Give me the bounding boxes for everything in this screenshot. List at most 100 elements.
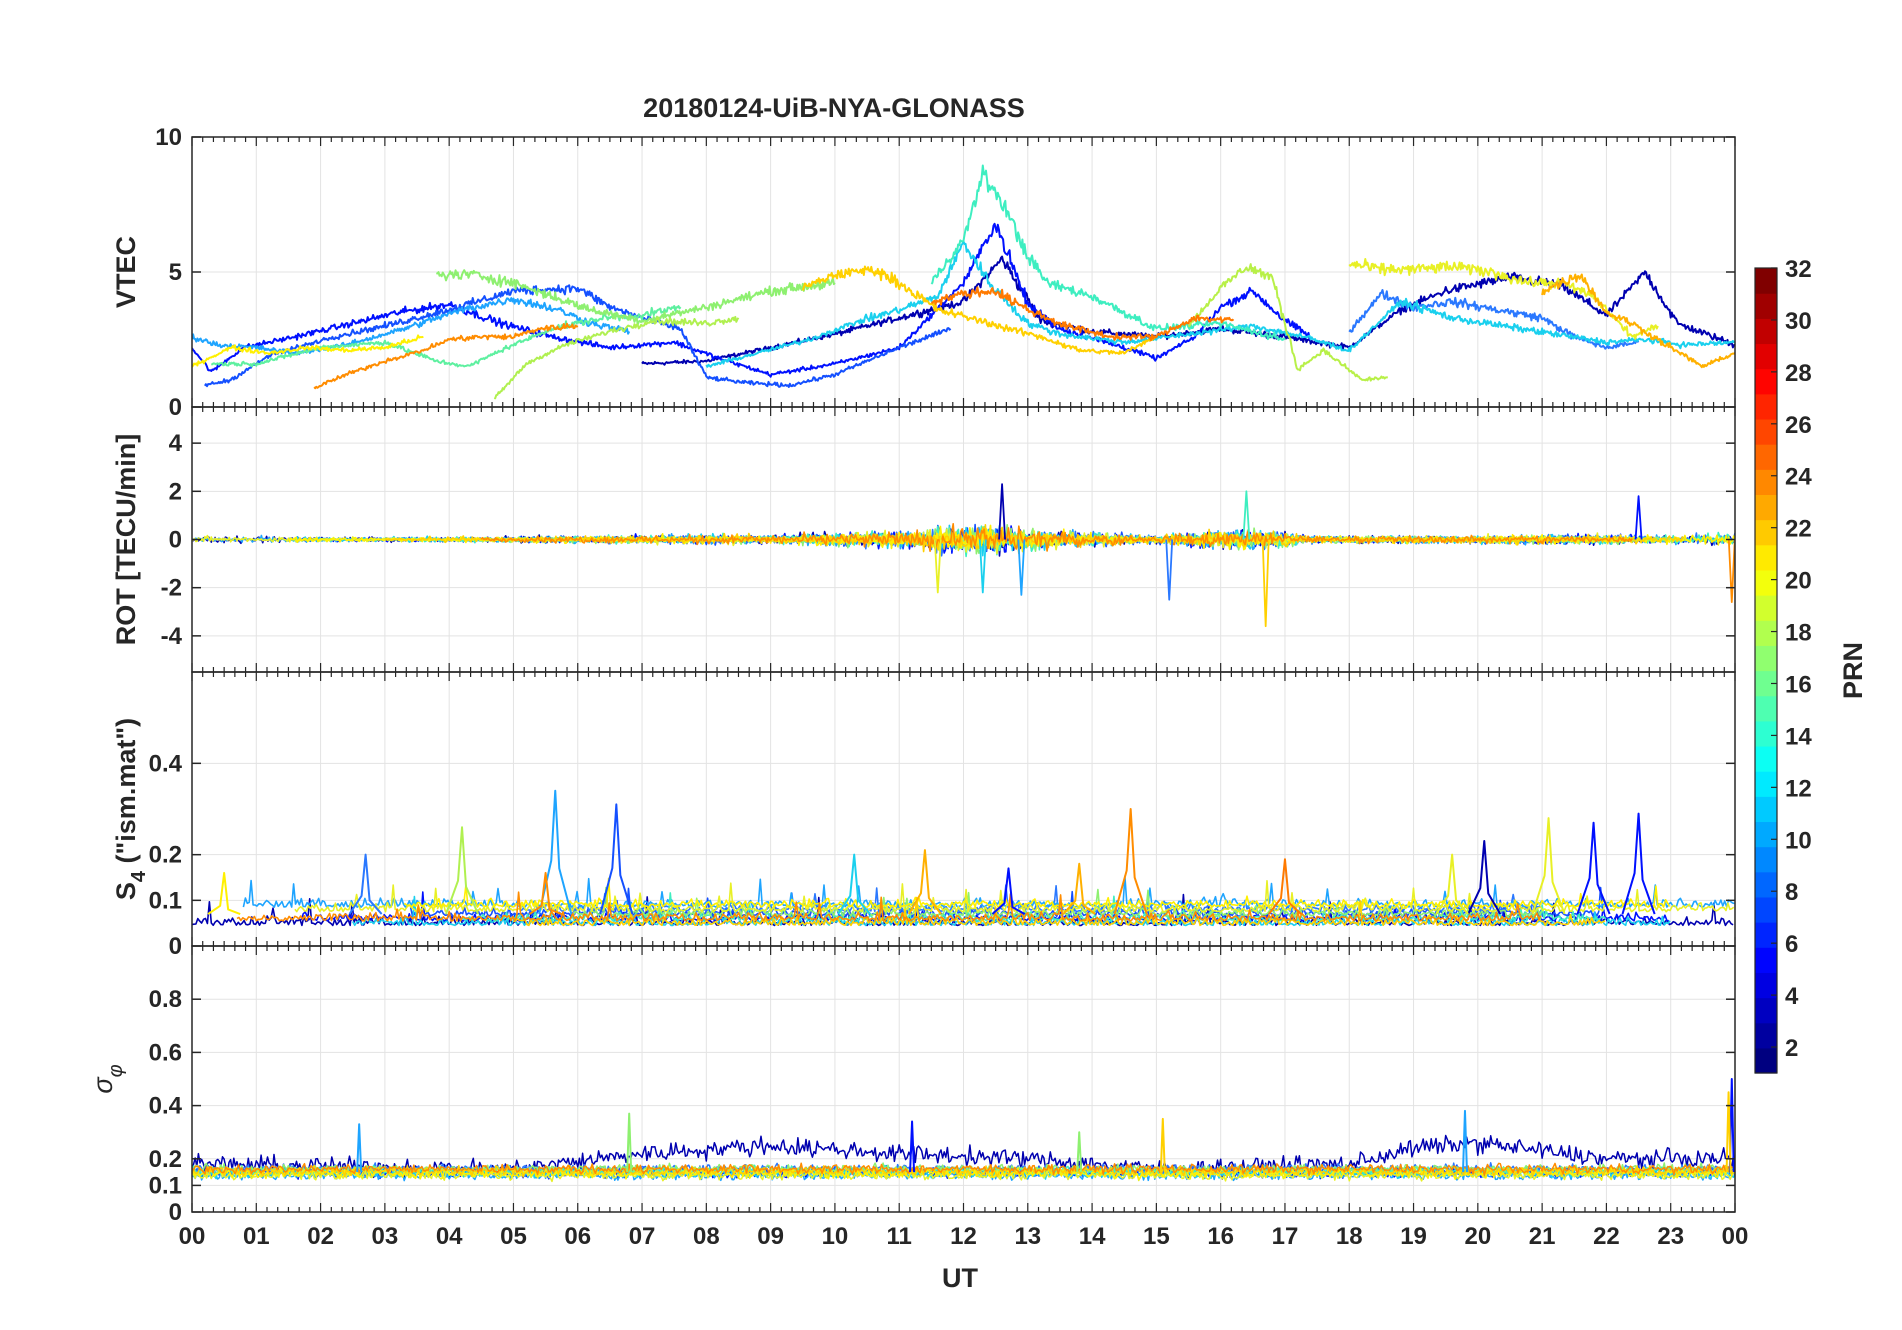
s4-peak [1062,862,1096,915]
ylabel-main: S [111,882,141,900]
colorbar-segment [1755,720,1777,747]
colorbar-segment [1755,595,1777,621]
sigphi-spike [1159,1117,1166,1173]
series-prn-20 [1348,258,1659,340]
s4-peak [1268,858,1302,915]
xtick-label: 06 [564,1223,591,1250]
colorbar-segment [1755,922,1777,948]
colorbar-segment [1755,846,1777,873]
colorbar-tick-label: 18 [1785,620,1812,647]
colorbar-segment [1755,821,1777,848]
xtick-label: 12 [950,1223,977,1250]
xtick-label: 03 [372,1223,399,1250]
xtick-label: 00 [179,1223,206,1250]
colorbar-tick-label: 8 [1785,879,1798,906]
ytick-label: 0 [169,933,182,960]
s4-peak [1576,821,1611,915]
ylabel-main: σ [88,1076,118,1094]
xtick-label: 20 [1464,1223,1491,1250]
sigphi-spike [1076,1131,1083,1173]
sigphi-spike [909,1120,916,1173]
s4-peak [907,849,942,915]
sigphi-series [192,1134,1735,1180]
plot-area-vtec [192,164,1735,400]
s4-peak [1621,812,1656,915]
colorbar-segment [1755,645,1777,672]
sigphi-series [192,1166,1735,1180]
colorbar-segment [1755,268,1777,294]
rot-extreme [978,539,987,594]
colorbar-tick-label: 2 [1785,1035,1798,1062]
colorbar-segment [1755,771,1777,797]
xtick-label: 14 [1079,1223,1106,1250]
panel-vtec: 0 5 10 VTEC [111,124,1736,421]
colorbar-segment [1755,368,1777,395]
colorbar-tick-label: 22 [1785,516,1812,543]
xtick-label: 10 [822,1223,849,1250]
colorbar-segment [1755,745,1777,772]
colorbar-segment [1755,318,1777,345]
ytick-label: 0.4 [149,750,183,777]
xtick-label: 09 [757,1223,784,1250]
panel-rot: -4 -2 0 2 4 ROT [TECU/min] [111,406,1736,673]
xtick-label: 15 [1143,1223,1170,1250]
colorbar-segment [1755,896,1777,923]
colorbar-segment [1755,519,1777,546]
xtick-label: 21 [1529,1223,1556,1250]
colorbar-segment [1755,569,1777,596]
ylabel-sub: φ [105,1064,127,1077]
ytick-label: 10 [155,124,182,151]
ytick-label: 0.6 [149,1039,182,1066]
rot-extreme [1165,539,1174,601]
sigphi-spike [356,1123,363,1173]
colorbar-segment [1755,293,1777,319]
colorbar-segment [1755,796,1777,823]
colorbar-segment [1755,494,1777,521]
colorbar-tick-label: 28 [1785,360,1812,387]
ytick-label: 0.2 [149,1146,182,1173]
plot-area-s4 [192,789,1735,927]
plot-area-sigphi [192,1078,1735,1183]
s4-peak [991,867,1026,915]
ytick-label: 0.4 [149,1093,183,1120]
xtick-label: 23 [1657,1223,1684,1250]
s4-series [294,880,1735,913]
xtick-label: 22 [1593,1223,1620,1250]
ytick-label: 0.2 [149,842,182,869]
rot-extreme [1242,490,1251,540]
rot-extreme [1017,539,1026,596]
colorbar-tick-label: 6 [1785,931,1798,958]
colorbar-segment [1755,947,1777,973]
s4-peak [599,803,634,915]
xtick-label: 01 [243,1223,270,1250]
chart-title: 20180124-UiB-NYA-GLONASS [643,93,1025,123]
s4-series [519,884,1541,913]
colorbar-segment [1755,972,1777,999]
ytick-label: 5 [169,259,182,286]
series-prn-19 [1187,263,1388,382]
panel-s4: 0 0.1 0.2 0.4S4 ("ism.mat") [111,671,1736,960]
s4-peak [1531,817,1566,915]
s4-peak [528,871,563,915]
ylabel-s4: S4 ("ism.mat") [111,718,150,900]
series-prn-17 [436,269,836,326]
colorbar-segment [1755,469,1777,496]
rot-series [384,524,1685,555]
ytick-label: 0 [169,527,182,554]
series-prn-14 [930,164,1286,341]
xtick-label: 18 [1336,1223,1363,1250]
xtick-label: 08 [693,1223,720,1250]
colorbar-segment [1755,670,1777,697]
xtick-label: 07 [629,1223,656,1250]
series-prn-6 [204,284,952,388]
ytick-label: -2 [161,575,182,602]
xtick-label: 00 [1722,1223,1749,1250]
xtick-label: 11 [887,1223,912,1250]
colorbar-tick-label: 16 [1785,671,1812,698]
rot-extreme [1634,495,1643,540]
rot-series [480,523,1633,552]
colorbar-tick-label: 12 [1785,775,1812,802]
ytick-label: 0.1 [149,887,182,914]
s4-peak [1467,839,1502,915]
